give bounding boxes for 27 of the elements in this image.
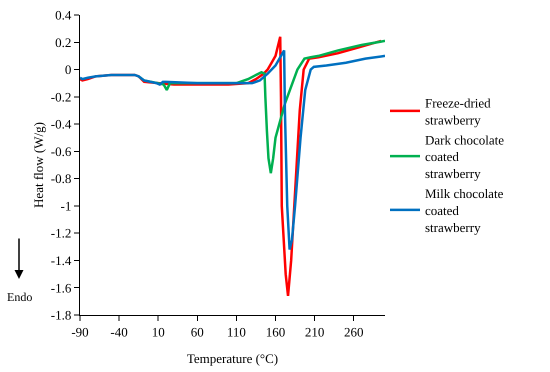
x-axis-title: Temperature (°C) — [186, 351, 278, 366]
y-tick-label: -1.4 — [50, 253, 72, 268]
x-tick-label: 210 — [304, 324, 324, 340]
x-tick-label: -40 — [110, 324, 128, 340]
y-tick-label: 0.4 — [55, 8, 72, 23]
x-tick-label: 10 — [152, 324, 165, 340]
y-tick-label: 0 — [64, 62, 72, 78]
x-tick-label: -90 — [71, 324, 89, 340]
legend-label: Freeze-dried strawberry — [425, 96, 492, 128]
y-tick-label: -1.2 — [50, 226, 72, 241]
line-series — [80, 49, 385, 251]
y-tick-label: -1.8 — [50, 308, 72, 323]
y-tick-label: 0.2 — [55, 34, 72, 50]
y-tick-label: -0.2 — [50, 89, 72, 104]
x-tick-label: 260 — [344, 324, 364, 340]
legend-label: Dark chocolate coated strawberry — [425, 132, 504, 182]
y-tick-label: -0.4 — [50, 116, 72, 132]
text: Endo — [7, 290, 32, 304]
x-tick-label: 160 — [266, 324, 286, 340]
y-tick-label: -1.6 — [50, 280, 72, 296]
x-tick-label: 60 — [190, 324, 204, 340]
x-tick-label: 110 — [226, 324, 246, 340]
y-tick-label: -1 — [60, 198, 72, 214]
legend-label: Milk chocolate coated strawberry — [425, 186, 504, 235]
y-tick-label: -0.6 — [50, 144, 72, 159]
y-axis-title: Heat flow (W/g) — [30, 122, 46, 208]
y-tick-label: -0.8 — [50, 171, 72, 186]
